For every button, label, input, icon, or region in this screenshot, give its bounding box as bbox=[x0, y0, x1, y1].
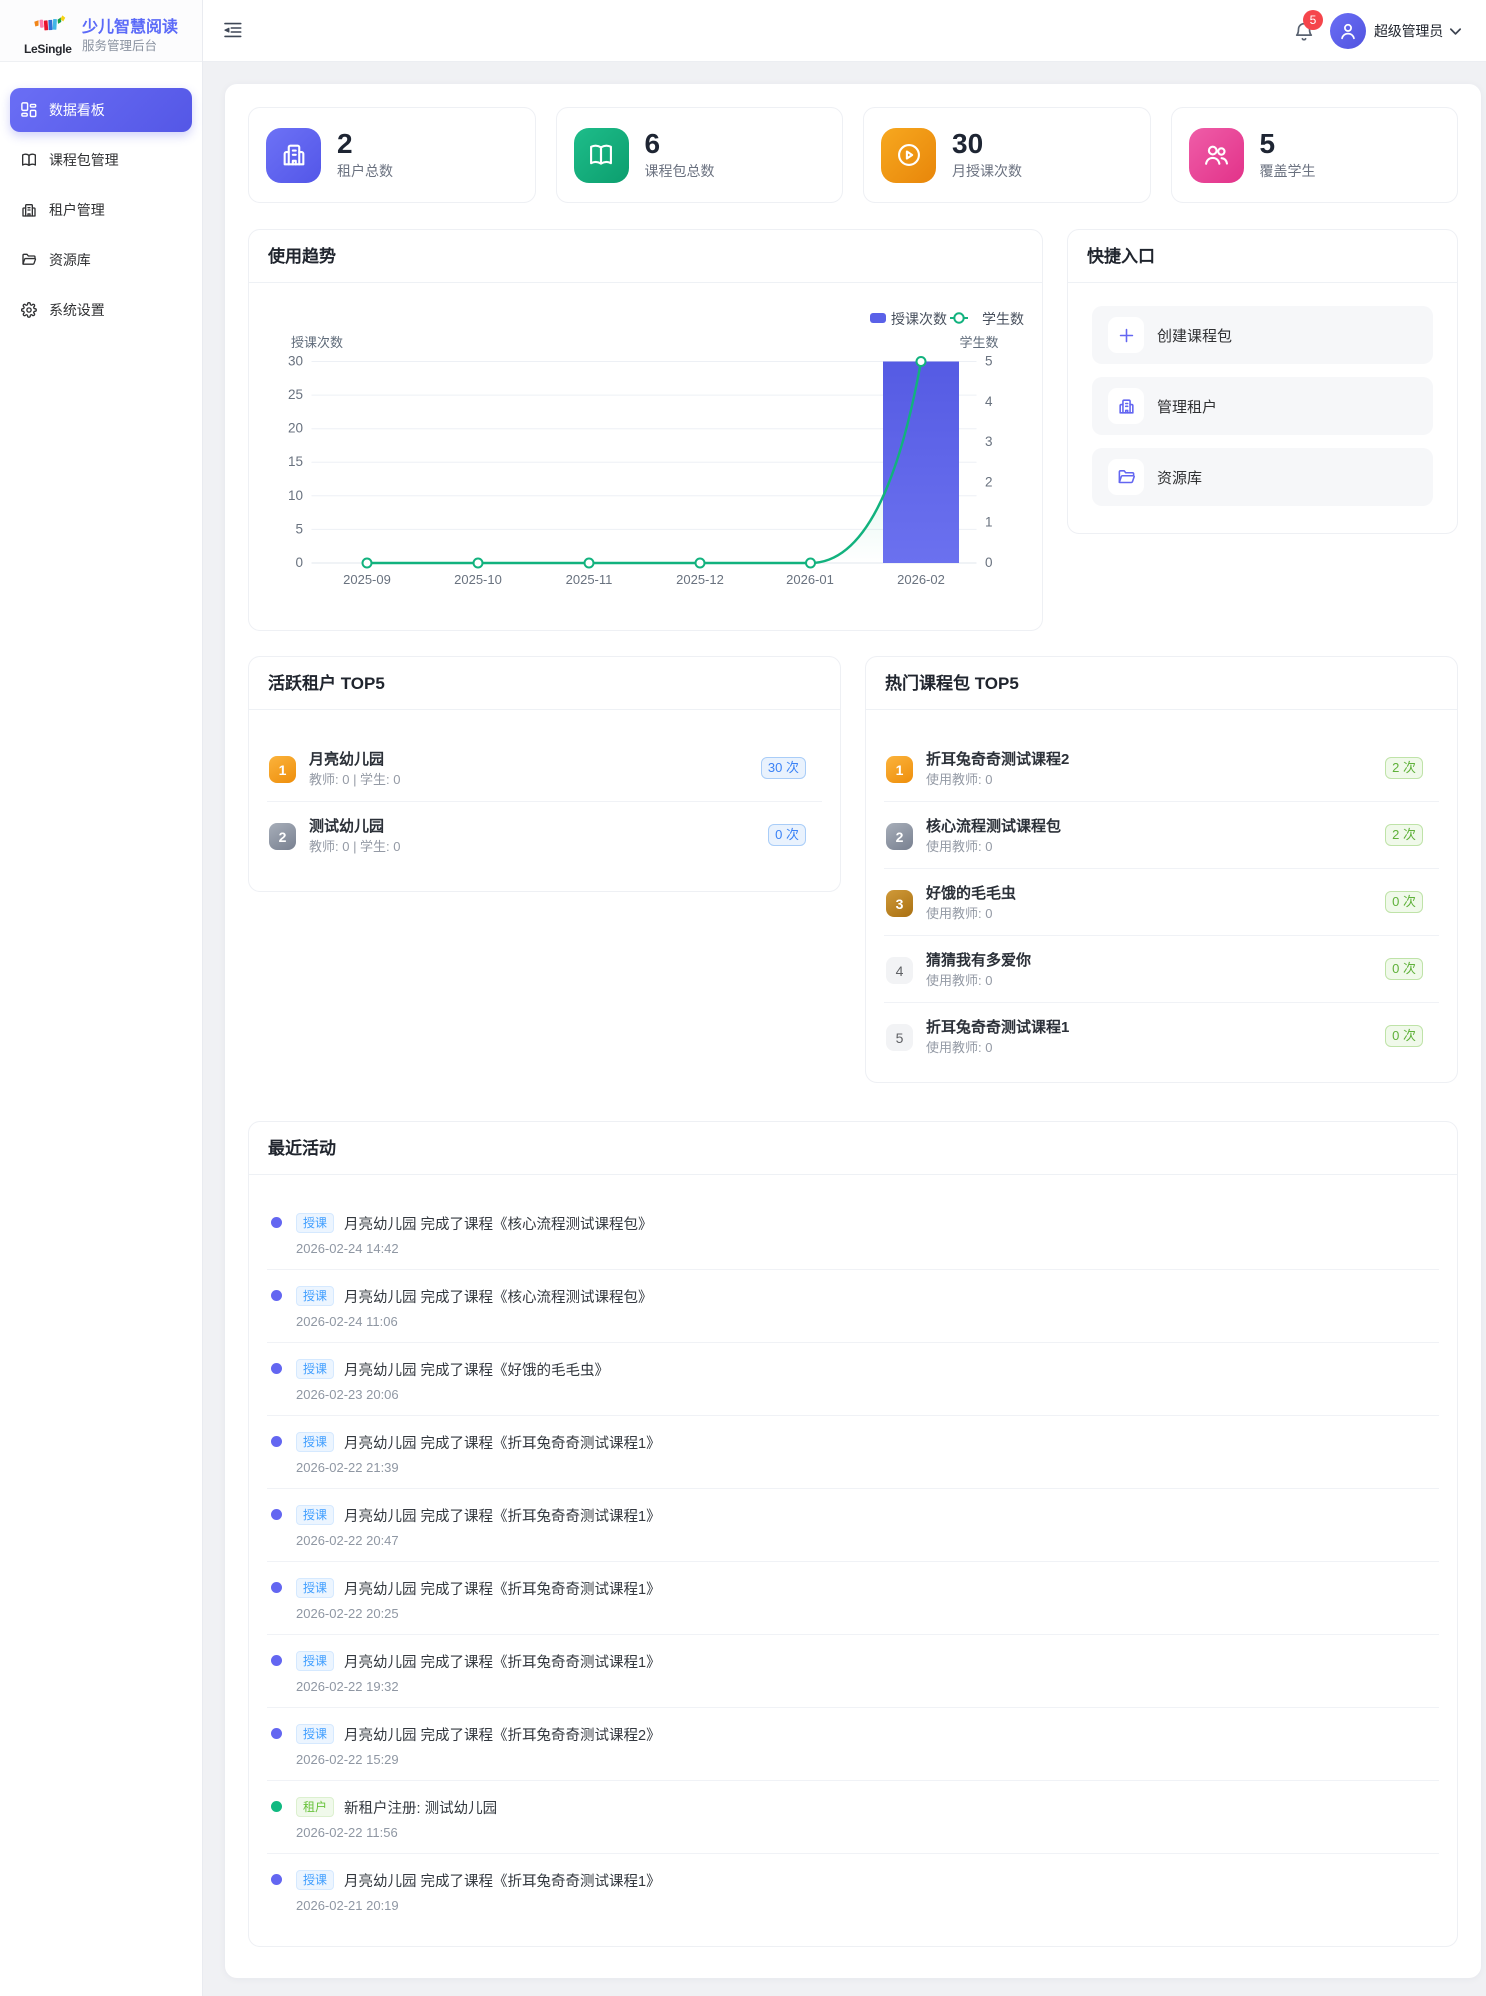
svg-text:15: 15 bbox=[288, 454, 303, 469]
svg-text:0: 0 bbox=[295, 555, 303, 570]
svg-text:2026-02: 2026-02 bbox=[897, 572, 945, 587]
svg-text:30: 30 bbox=[288, 354, 303, 369]
svg-text:学生数: 学生数 bbox=[959, 335, 998, 350]
svg-text:20: 20 bbox=[288, 421, 303, 436]
svg-text:授课次数: 授课次数 bbox=[291, 335, 343, 350]
svg-text:1: 1 bbox=[985, 515, 993, 530]
svg-text:4: 4 bbox=[985, 394, 993, 409]
svg-text:2025-09: 2025-09 bbox=[343, 572, 391, 587]
svg-text:2026-01: 2026-01 bbox=[786, 572, 834, 587]
svg-text:10: 10 bbox=[288, 488, 303, 503]
svg-text:学生数: 学生数 bbox=[982, 311, 1024, 327]
svg-text:授课次数: 授课次数 bbox=[891, 311, 947, 327]
svg-text:25: 25 bbox=[288, 387, 303, 402]
svg-text:2025-12: 2025-12 bbox=[676, 572, 724, 587]
svg-text:3: 3 bbox=[985, 434, 993, 449]
svg-text:0: 0 bbox=[985, 555, 993, 570]
svg-text:2: 2 bbox=[985, 474, 993, 489]
svg-text:5: 5 bbox=[985, 354, 993, 369]
svg-text:2025-11: 2025-11 bbox=[566, 572, 613, 587]
svg-text:5: 5 bbox=[295, 521, 303, 536]
svg-text:2025-10: 2025-10 bbox=[454, 572, 502, 587]
